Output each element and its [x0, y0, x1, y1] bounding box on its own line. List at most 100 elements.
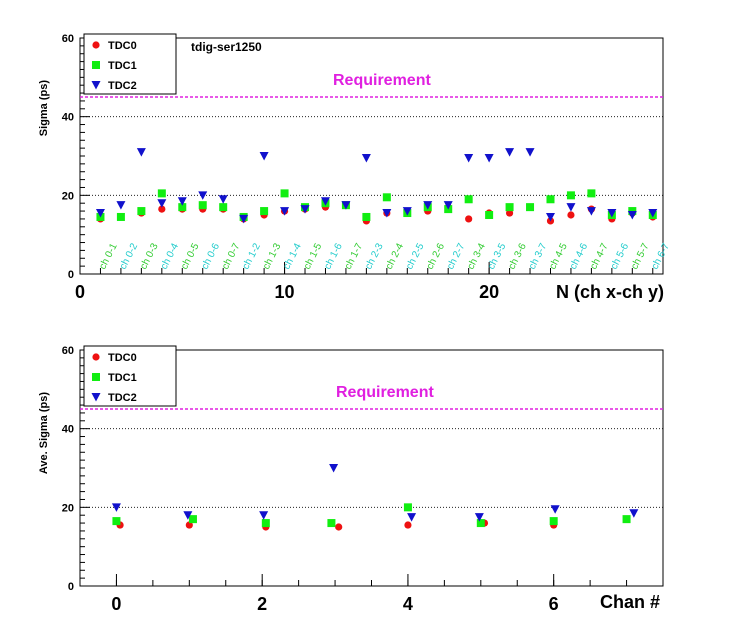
data-point [607, 209, 617, 218]
top-data-points [95, 148, 658, 225]
data-point [116, 201, 126, 210]
legend-label: TDC0 [108, 352, 137, 364]
data-point [546, 195, 555, 204]
x-tick-label: 20 [479, 282, 499, 302]
data-point [335, 523, 343, 531]
data-point [158, 205, 166, 213]
legend-marker [91, 393, 101, 402]
y-tick-label: 40 [62, 112, 74, 124]
y-tick-label: 40 [62, 424, 74, 436]
x-tick-label: 6 [549, 594, 559, 614]
y-tick-label: 0 [68, 581, 74, 593]
data-point [407, 513, 417, 522]
bottom-chart: Requirement 0 20 40 60 0 2 4 6 Ave. Sigma (ps)… [38, 345, 664, 614]
y-tick-label: 60 [62, 345, 74, 357]
legend-marker [91, 81, 101, 90]
data-point [404, 521, 412, 529]
data-point [183, 511, 193, 520]
data-point [566, 203, 576, 212]
data-point [403, 503, 412, 512]
x-tick-label: 0 [111, 594, 121, 614]
data-point [382, 193, 391, 202]
y-tick-label: 20 [62, 502, 74, 514]
data-point [586, 207, 596, 216]
data-point [382, 209, 392, 218]
data-point [327, 519, 336, 528]
bottom-plot-frame [79, 349, 664, 587]
data-point [95, 209, 105, 218]
top-requirement-label: Requirement [333, 72, 431, 89]
bottom-grid [80, 349, 663, 508]
data-point [566, 191, 575, 200]
data-point [111, 503, 121, 512]
data-point [341, 201, 351, 210]
x-tick-label: 0 [75, 282, 85, 302]
data-point [261, 519, 270, 528]
data-point [280, 189, 289, 198]
data-point [423, 201, 433, 210]
data-point [136, 148, 146, 157]
bottom-y-axis-label: Ave. Sigma (ps) [38, 392, 50, 474]
y-tick-label: 60 [62, 33, 74, 45]
top-grid [80, 37, 663, 196]
legend-label: TDC1 [108, 372, 137, 384]
data-point [259, 511, 269, 520]
bottom-legend: TDC0 TDC1 TDC2 [83, 345, 177, 407]
data-point [157, 189, 166, 198]
bottom-x-axis: 0 2 4 6 [79, 574, 664, 614]
x-tick-label: 2 [257, 594, 267, 614]
y-tick-label: 0 [68, 269, 74, 281]
data-point [474, 513, 484, 522]
x-tick-label: 4 [403, 594, 413, 614]
data-point [464, 153, 474, 163]
top-chart-title: tdig-ser1250 [191, 40, 262, 54]
data-point [239, 214, 249, 224]
legend-label: TDC0 [108, 40, 137, 52]
top-x-axis-label: N (ch x-ch y) [556, 282, 664, 302]
data-point [259, 152, 269, 161]
data-point [567, 211, 575, 219]
data-point [112, 517, 121, 526]
data-point [198, 201, 207, 210]
data-point [526, 203, 535, 212]
data-point [545, 212, 555, 222]
data-point [549, 517, 558, 526]
top-x-axis: 0 10 20 [75, 262, 654, 302]
data-point [361, 153, 371, 163]
legend-marker [92, 373, 100, 381]
legend-label: TDC1 [108, 60, 137, 72]
data-point [629, 509, 639, 518]
top-y-axis-label: Sigma (ps) [38, 80, 50, 137]
data-point [329, 464, 339, 473]
legend-marker [92, 41, 100, 49]
data-point [198, 191, 208, 200]
bottom-data-points [111, 464, 639, 531]
data-point [218, 195, 228, 204]
data-point [116, 212, 125, 221]
data-point [280, 207, 290, 216]
data-point [185, 521, 193, 529]
data-point [362, 212, 371, 221]
legend-marker [92, 353, 100, 361]
data-point [188, 515, 197, 524]
legend-label: TDC2 [108, 80, 137, 92]
top-plot-frame [79, 37, 664, 275]
data-point [300, 205, 310, 214]
data-point [137, 207, 146, 216]
data-point [485, 211, 494, 219]
data-point [525, 148, 535, 157]
data-point [648, 209, 658, 218]
data-point [157, 199, 167, 208]
data-point [505, 148, 515, 157]
data-point [177, 197, 187, 206]
top-legend: TDC0 TDC1 TDC2 [83, 33, 177, 95]
data-point [219, 203, 228, 212]
data-point [484, 153, 494, 163]
data-point [260, 207, 269, 216]
bottom-y-axis: 0 20 40 60 [62, 345, 90, 593]
data-point [443, 201, 453, 210]
data-point [505, 203, 514, 212]
data-point [550, 505, 560, 514]
